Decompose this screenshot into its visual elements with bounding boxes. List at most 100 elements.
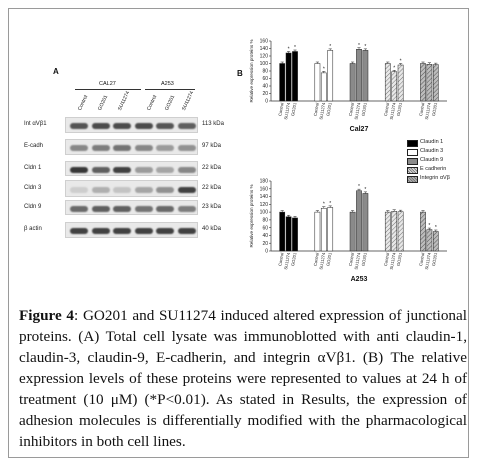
y-tick-label: 60 <box>262 225 268 231</box>
y-tick-label: 0 <box>265 99 268 105</box>
legend-label: Claudin 1 <box>420 139 444 145</box>
blot-row-kda: 22 kDa <box>202 184 222 191</box>
caption-label: Figure 4 <box>19 307 75 324</box>
legend-swatch <box>407 158 418 165</box>
bar <box>279 211 286 252</box>
cell-line-cal27: CAL27 <box>99 81 116 87</box>
cell-line-a253: A253 <box>161 81 174 87</box>
bar <box>279 63 286 102</box>
blot-band <box>177 228 196 234</box>
significance-mark: * <box>294 45 296 51</box>
bar <box>349 63 356 102</box>
figure-caption: Figure 4: GO201 and SU11274 induced alte… <box>19 305 467 452</box>
significance-mark: * <box>435 225 437 231</box>
blot-band <box>134 166 153 173</box>
blot-band <box>91 166 110 173</box>
blot-band <box>70 186 88 193</box>
x-tick-label: SU11274 <box>318 102 326 120</box>
x-tick-label: Control <box>383 252 390 266</box>
bar <box>432 231 439 252</box>
x-tick-label: Control <box>277 252 284 266</box>
significance-mark: * <box>329 201 331 207</box>
significance-mark: * <box>364 187 366 193</box>
y-axis-label: Relative expression proteins % <box>249 39 254 102</box>
legend-item: Claudin 9 <box>407 157 471 165</box>
panel-a-label: A <box>53 67 59 76</box>
x-tick-label: GO201 <box>290 252 297 267</box>
panel-b-label: B <box>237 69 243 78</box>
blot-strip <box>65 222 198 238</box>
bar <box>327 50 334 102</box>
legend-label: Claudin 3 <box>420 148 444 154</box>
lane-label: Control <box>77 94 90 112</box>
x-tick-label: Control <box>313 252 320 266</box>
x-tick-label: Control <box>383 102 390 116</box>
blot-band <box>113 205 131 212</box>
bar <box>391 71 398 102</box>
bar <box>362 193 369 252</box>
blot-row-kda: 22 kDa <box>202 164 222 171</box>
blot-row-kda: 113 kDa <box>202 121 224 127</box>
y-tick-label: 40 <box>262 84 268 90</box>
x-tick-label: SU11274 <box>283 252 291 270</box>
blot-band <box>91 123 110 129</box>
bar <box>391 211 398 252</box>
blot-band <box>70 205 88 212</box>
x-tick-label: GO201 <box>361 102 368 117</box>
significance-mark: * <box>288 47 290 53</box>
bar <box>349 211 356 252</box>
significance-mark: * <box>323 202 325 208</box>
lane-label: SU11274 <box>117 90 132 112</box>
legend-label: Claudin 9 <box>420 157 444 163</box>
blot-band <box>113 228 131 234</box>
bar <box>285 52 292 102</box>
significance-mark: * <box>329 44 331 50</box>
y-tick-label: 140 <box>260 46 269 52</box>
blot-band <box>70 123 88 129</box>
bar <box>356 49 362 102</box>
blot-band <box>177 205 196 212</box>
blot-band <box>70 228 88 234</box>
cal27-bracket <box>75 89 141 90</box>
legend-swatch <box>407 167 418 174</box>
bar <box>320 72 327 102</box>
legend-swatch <box>407 149 418 156</box>
x-tick-label: Control <box>277 102 284 116</box>
chart-a253: Relative expression proteins %0204060801… <box>249 179 447 283</box>
y-tick-label: 80 <box>262 217 268 223</box>
y-tick-label: 180 <box>260 179 269 185</box>
x-tick-label: GO201 <box>361 252 368 267</box>
legend-swatch <box>407 176 418 183</box>
bar <box>384 63 391 102</box>
a253-bracket <box>145 89 195 90</box>
x-tick-label: GO201 <box>325 252 332 267</box>
y-tick-label: 100 <box>260 210 269 216</box>
blot-band <box>156 205 174 212</box>
x-tick-label: Control <box>418 252 425 266</box>
x-tick-label: SU11274 <box>389 102 397 120</box>
legend-item: Claudin 1 <box>407 139 471 147</box>
bar <box>285 216 292 252</box>
bar <box>356 190 362 252</box>
blot-band <box>134 123 153 129</box>
x-tick-label: GO201 <box>325 102 332 117</box>
blot-row-label: E-cadh <box>24 143 44 149</box>
significance-mark: * <box>358 184 360 190</box>
bar <box>327 207 334 252</box>
blot-band <box>70 166 88 173</box>
blot-band <box>177 145 196 151</box>
blot-band <box>156 145 174 151</box>
y-axis-label: Relative expression proteins % <box>249 184 254 247</box>
blot-band <box>134 205 153 212</box>
blot-strip <box>65 139 198 155</box>
blot-band <box>156 166 174 173</box>
x-tick-label: SU11274 <box>424 102 432 120</box>
bar <box>426 64 433 102</box>
y-tick-label: 160 <box>260 186 269 192</box>
blot-band <box>134 145 153 151</box>
blot-band <box>134 186 153 193</box>
significance-mark: * <box>428 223 430 229</box>
bar <box>426 229 433 252</box>
blot-strip <box>65 117 198 133</box>
